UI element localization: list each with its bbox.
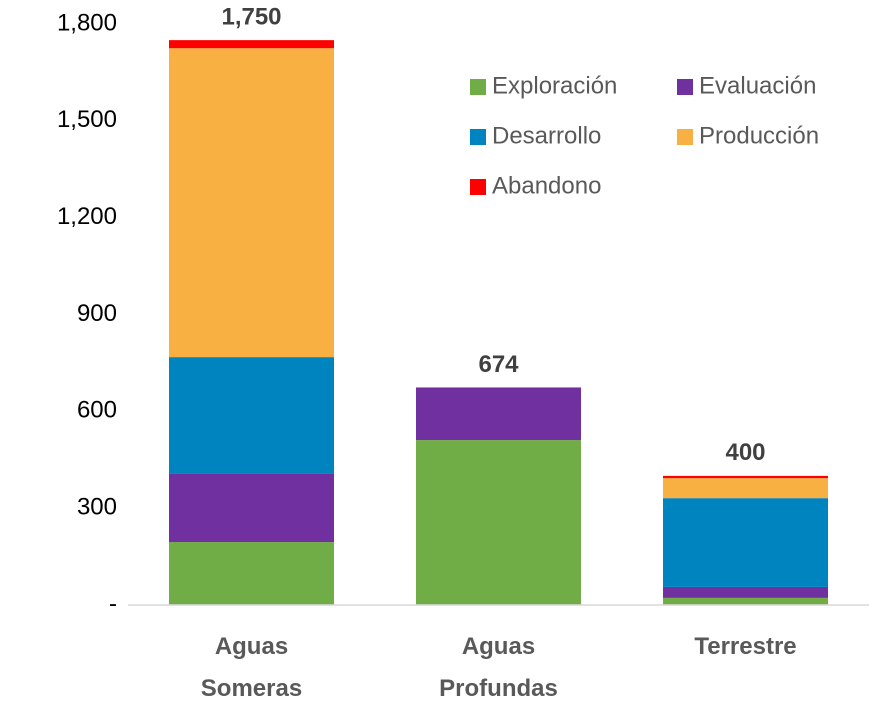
legend-swatch [470,179,486,195]
y-tick-label: 300 [77,494,117,521]
bar-segment [663,475,828,479]
bar-segment [663,478,828,499]
x-tick-label: Terrestre [694,633,796,660]
legend-swatch [677,129,693,145]
total-label: 1,750 [221,3,281,30]
bar-segment [169,357,334,474]
bar-segment [663,597,828,605]
bar-segment [169,473,334,543]
total-label: 400 [725,439,765,466]
y-tick-label: 1,500 [57,106,117,133]
legend-label: Desarrollo [492,122,601,149]
bar-segment [169,542,334,605]
y-tick-label: 1,200 [57,203,117,230]
bar-segment [169,40,334,49]
x-tick-label: Aguas Profundas [439,633,558,701]
y-tick-label: 900 [77,300,117,327]
bar-segment [663,586,828,598]
total-label: 674 [478,351,519,378]
legend-swatch [470,79,486,95]
bar-segment [663,498,828,587]
bar-segment [416,387,581,441]
y-tick-label: - [109,590,117,617]
bar-segment [169,48,334,358]
y-tick-label: 1,800 [57,9,117,36]
y-tick-label: 600 [77,397,117,424]
legend-label: Evaluación [699,72,816,99]
legend-label: Exploración [492,72,617,99]
legend-label: Abandono [492,172,601,199]
x-tick-label: Aguas Someras [201,633,302,701]
bar-segment [416,440,581,605]
legend-label: Producción [699,122,819,149]
legend-swatch [470,129,486,145]
legend-swatch [677,79,693,95]
